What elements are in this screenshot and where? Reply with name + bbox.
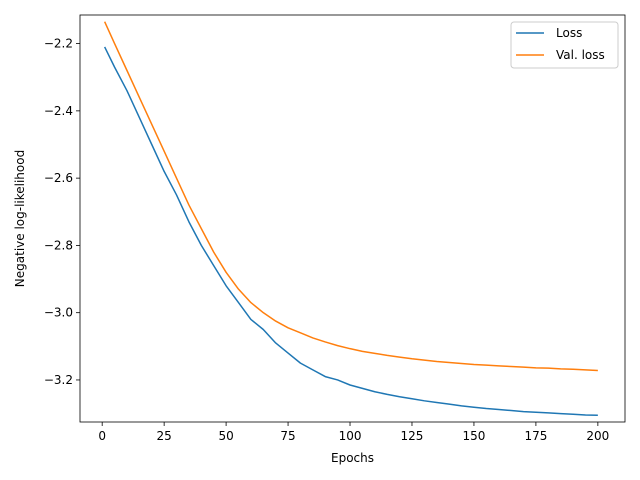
x-tick-label: 200 [586,429,609,443]
x-tick-label: 100 [339,429,362,443]
y-tick-label: −2.2 [44,37,73,51]
x-tick-label: 75 [280,429,295,443]
y-ticks: −2.2 −2.4 −2.6 −2.8 −3.0 −3.2 [44,37,80,387]
y-tick-label: −2.6 [44,171,73,185]
x-tick-label: 150 [462,429,485,443]
x-tick-label: 175 [524,429,547,443]
x-tick-label: 25 [157,429,172,443]
legend-label-loss: Loss [556,26,582,40]
x-tick-label: 125 [401,429,424,443]
x-tick-label: 0 [98,429,106,443]
x-tick-label: 50 [218,429,233,443]
y-tick-label: −2.8 [44,238,73,252]
series-line-val-loss [103,21,598,372]
y-tick-label: −3.2 [44,373,73,387]
x-axis-label: Epochs [331,451,374,465]
legend-label-val-loss: Val. loss [556,48,605,62]
series-group [103,21,598,417]
legend: Loss Val. loss [510,21,619,69]
x-ticks: 0 25 50 75 100 125 150 175 200 [98,422,609,443]
axes-frame [79,14,626,423]
series-line-loss [103,46,598,417]
y-axis-label: Negative log-likelihood [13,150,27,287]
y-tick-label: −3.0 [44,306,73,320]
y-tick-label: −2.4 [44,104,73,118]
